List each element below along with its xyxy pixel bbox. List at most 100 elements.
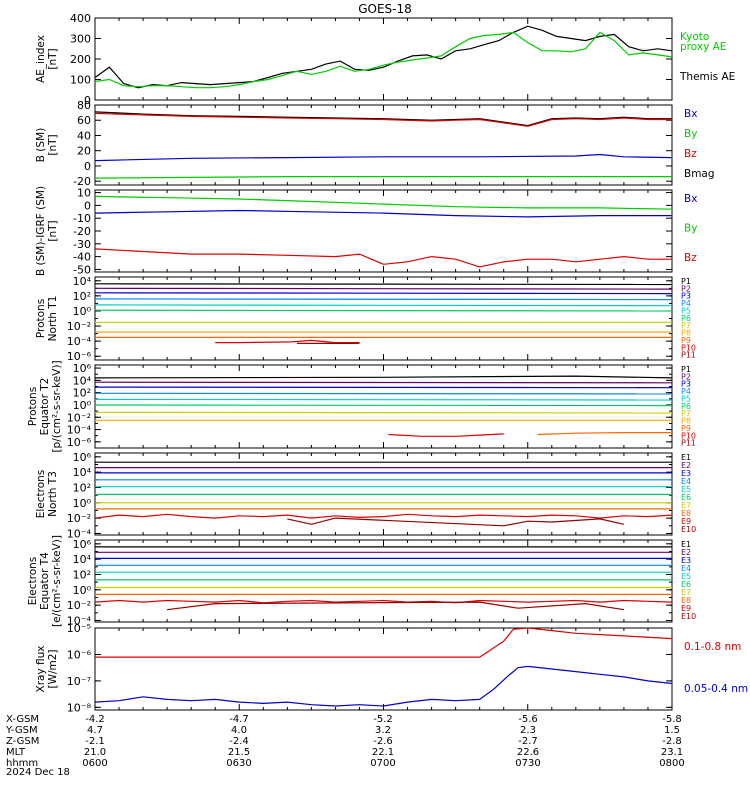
ephemeris-value: 0600 [82, 758, 107, 769]
legend-item: E8 [681, 596, 691, 605]
y-tick-label: 10² [73, 568, 91, 581]
y-axis-label-line: [nT] [47, 134, 59, 155]
legend-item: P8 [681, 417, 691, 426]
ephemeris-value: -4.7 [229, 714, 249, 725]
ephemeris-value: -5.6 [518, 714, 538, 725]
legend-item: E9 [681, 517, 691, 526]
legend-item: E6 [681, 493, 691, 502]
y-tick-label: 10⁰ [73, 584, 92, 597]
y-tick-label: 10⁻² [67, 320, 91, 333]
series-line-bmag [95, 111, 672, 127]
y-tick-label: 10⁶ [73, 362, 92, 375]
y-tick-label: 10⁻² [67, 411, 91, 424]
y-tick-label: 10⁻⁵ [67, 622, 91, 635]
y-axis-label-line: North T3 [47, 471, 59, 517]
y-tick-label: 10⁻⁸ [67, 701, 92, 714]
y-tick-label: 10⁰ [73, 305, 92, 318]
ephemeris-row-z-gsm: Z-GSM -2.1 -2.4 -2.6 -2.7 -2.8 [6, 736, 682, 747]
legend-item: E1 [681, 453, 691, 462]
ephemeris-label: Z-GSM [6, 736, 39, 747]
y-tick-label: -20 [73, 225, 91, 238]
series-line-e9 [95, 599, 672, 604]
legend-item: proxy AE [680, 41, 726, 53]
y-axis-label-line: [W/m2] [47, 649, 59, 688]
legend-item: 0.05-0.4 nm [684, 683, 748, 695]
series-line-bx [95, 209, 672, 218]
legend-item: Bmag [684, 168, 715, 180]
legend: Bx By Bz Bmag [684, 108, 715, 180]
y-tick-label: 10 [77, 187, 91, 200]
series-line-p6 [95, 309, 672, 312]
ephemeris-value: 22.6 [517, 747, 539, 758]
series-group [95, 628, 672, 707]
y-tick-label: -20 [73, 175, 91, 188]
legend-item: P6 [681, 402, 691, 411]
ephemeris-value: 0700 [370, 758, 395, 769]
y-axis-label-line: [nT] [47, 220, 59, 241]
series-line-p2 [95, 381, 672, 384]
ephemeris-value: -5.2 [373, 714, 393, 725]
series-group [95, 283, 672, 344]
ephemeris-value: -2.7 [518, 736, 538, 747]
y-tick-label: -30 [73, 238, 91, 251]
ephemeris-row-x-gsm: X-GSM -4.2 -4.7 -5.2 -5.6 -5.8 [6, 714, 682, 725]
y-tick-label: 200 [70, 53, 91, 66]
legend-item: Bx [684, 193, 697, 205]
ephemeris-value: 23.1 [661, 747, 683, 758]
legend-item: E5 [681, 572, 691, 581]
series-line-e10 [167, 601, 624, 611]
y-tick-label: -50 [73, 263, 91, 276]
y-tick-label: 10⁻⁴ [67, 335, 92, 348]
y-axis-label-line: Electrons [35, 470, 47, 519]
legend-item: 0.1-0.8 nm [684, 641, 741, 653]
series-group [95, 461, 672, 527]
ephemeris-table: X-GSM -4.2 -4.7 -5.2 -5.6 -5.8 Y-GSM 4.7 4.0 3.2 2… [5, 714, 685, 769]
legend-item: E2 [681, 548, 691, 557]
panel-pnorth: 10⁴ 10² 10⁰ 10⁻² 10⁻⁴ 10⁻⁶ Protons North T1 P1P2… [35, 275, 696, 363]
legend-item: P5 [681, 394, 691, 403]
panel-frame [94, 189, 673, 273]
legend-item: P9 [681, 424, 691, 433]
legend-item: E7 [681, 588, 691, 597]
legend-item: E4 [681, 564, 691, 573]
legend-item: P8 [681, 329, 691, 338]
y-axis-label: Electrons North T3 [35, 470, 59, 519]
series-line-e9 [95, 513, 672, 519]
legend-item: E9 [681, 604, 691, 613]
y-axis-label-line: Equator T4 [39, 552, 51, 610]
chart-title: GOES-18 [358, 2, 412, 16]
y-tick-label: 40 [77, 129, 91, 142]
series-group [95, 195, 672, 268]
legend-item: Themis AE [679, 71, 735, 83]
ephemeris-label: Y-GSM [5, 725, 38, 736]
ephemeris-value: -2.6 [373, 736, 393, 747]
ephemeris-value: 4.7 [87, 725, 103, 736]
legend-item: P1 [681, 365, 691, 374]
series-line-p4 [95, 298, 672, 301]
series-group [95, 375, 672, 437]
series-group [95, 111, 672, 179]
series-line-e10 [287, 517, 625, 527]
y-tick-label: 10⁻⁶ [67, 350, 92, 363]
y-axis-label-line: [e/(cm²-s-sr-keV)] [51, 535, 63, 627]
ephemeris-value: 0800 [659, 758, 684, 769]
panel-frame [94, 104, 673, 186]
y-tick-label: 0 [84, 160, 91, 173]
y-axis-label: AE_index [nT] [35, 35, 59, 83]
series-line-p1 [95, 283, 672, 286]
y-tick-label: 10⁻⁶ [67, 648, 92, 661]
y-tick-label: 10⁴ [73, 374, 92, 387]
legend-item: P4 [681, 299, 691, 308]
ephemeris-value: 4.0 [231, 725, 247, 736]
ephemeris-value: -2.1 [85, 736, 105, 747]
y-tick-label: 10⁻⁴ [67, 424, 92, 437]
series-line-bz [95, 112, 672, 127]
ephemeris-value: 21.5 [228, 747, 250, 758]
legend-item: P11 [681, 439, 696, 448]
y-tick-label: 10² [73, 481, 91, 494]
y-axis-label-line: [nT] [47, 48, 59, 69]
ephemeris-value: 0630 [226, 758, 251, 769]
